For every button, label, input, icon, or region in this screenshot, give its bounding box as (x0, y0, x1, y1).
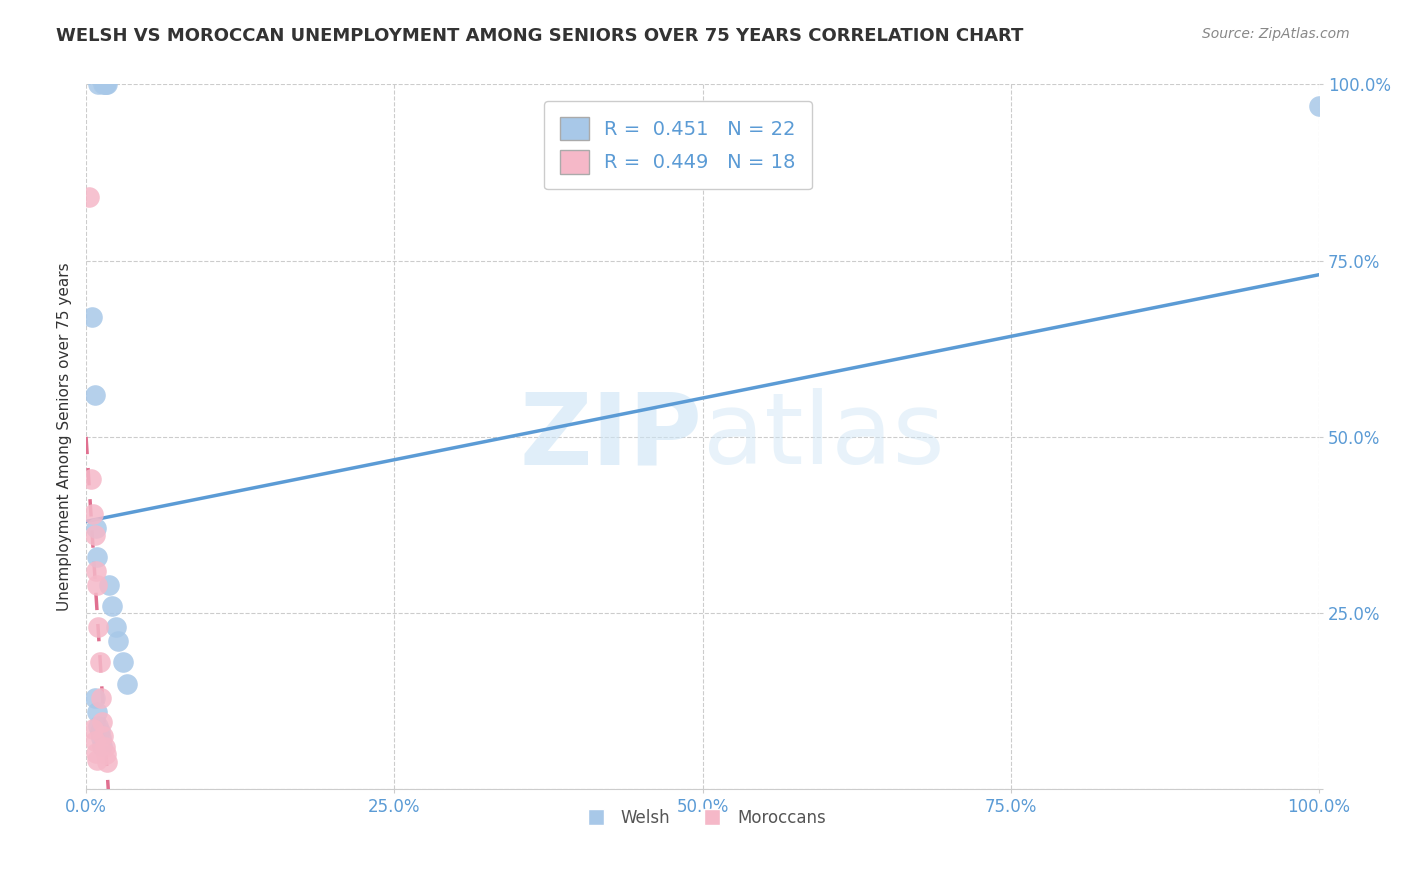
Point (112, 656, 135, 670)
Point (86, 549, 108, 564)
Point (94, 78, 117, 92)
Point (96, 78, 118, 92)
Point (89, 656, 111, 670)
Point (82, 310, 104, 324)
Text: WELSH VS MOROCCAN UNEMPLOYMENT AMONG SENIORS OVER 75 YEARS CORRELATION CHART: WELSH VS MOROCCAN UNEMPLOYMENT AMONG SEN… (56, 27, 1024, 45)
Point (83, 387, 105, 401)
Point (90, 731, 112, 746)
Point (90, 690, 112, 705)
Point (83, 690, 105, 705)
Point (91, 739, 114, 753)
Point (101, 599, 124, 613)
Text: atlas: atlas (703, 388, 945, 485)
Point (1308, 98, 1330, 112)
Point (96, 756, 118, 770)
Point (104, 620, 127, 634)
Point (84, 564, 107, 578)
Point (82, 508, 104, 522)
Point (98, 578, 121, 592)
Point (83, 734, 105, 748)
Point (87, 620, 110, 634)
Point (87, 719, 110, 733)
Point (89, 724, 111, 739)
Point (77, 190, 100, 204)
Point (82, 723, 104, 737)
Text: Source: ZipAtlas.com: Source: ZipAtlas.com (1202, 27, 1350, 41)
Legend: Welsh, Moroccans: Welsh, Moroccans (572, 803, 832, 834)
Point (83, 528, 105, 542)
Point (86, 578, 108, 592)
Point (107, 634, 129, 648)
Point (87, 78, 110, 92)
Point (115, 676, 138, 690)
Point (93, 78, 115, 92)
Point (91, 78, 114, 92)
Text: ZIP: ZIP (520, 388, 703, 485)
Point (84, 746, 107, 760)
Y-axis label: Unemployment Among Seniors over 75 years: Unemployment Among Seniors over 75 years (58, 262, 72, 611)
Point (86, 705, 108, 719)
Point (91, 730, 114, 744)
Point (93, 739, 115, 754)
Point (86, 753, 108, 767)
Point (94, 747, 117, 761)
Point (80, 472, 103, 486)
Point (91, 715, 114, 730)
Point (84, 521, 107, 535)
